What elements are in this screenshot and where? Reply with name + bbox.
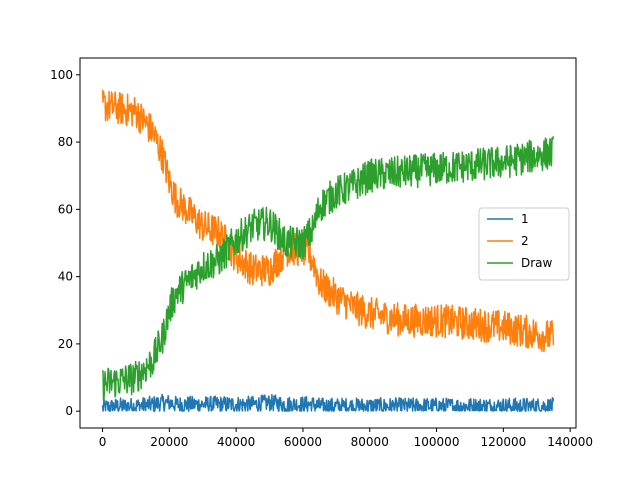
x-tick-label: 40000 — [217, 435, 255, 449]
y-tick-label: 0 — [65, 404, 73, 418]
plot-frame — [79, 57, 577, 429]
series-line-3 — [101, 136, 555, 402]
legend-label: 1 — [521, 212, 529, 226]
x-axis: 0 20000 40000 60000 80000 100000 120000 140000 — [99, 428, 593, 449]
x-tick-label: 0 — [99, 435, 107, 449]
x-tick-label: 20000 — [150, 435, 188, 449]
x-tick-label: 120000 — [480, 435, 526, 449]
legend: 1 2 Draw — [478, 207, 570, 281]
legend-label: 2 — [521, 234, 529, 248]
y-tick-label: 80 — [58, 135, 73, 149]
series-layer — [101, 89, 555, 412]
x-tick-label: 100000 — [414, 435, 460, 449]
y-tick-label: 20 — [58, 337, 73, 351]
x-tick-label: 60000 — [284, 435, 322, 449]
y-tick-label: 40 — [58, 270, 73, 284]
series-line-1 — [101, 393, 555, 412]
legend-box — [478, 207, 570, 281]
series-line-2 — [101, 89, 555, 353]
y-axis: 0 20 40 60 80 100 — [50, 68, 80, 418]
y-tick-label: 60 — [58, 202, 73, 216]
x-tick-label: 80000 — [351, 435, 389, 449]
y-tick-label: 100 — [50, 68, 73, 82]
x-tick-label: 140000 — [547, 435, 593, 449]
legend-label: Draw — [521, 256, 553, 270]
